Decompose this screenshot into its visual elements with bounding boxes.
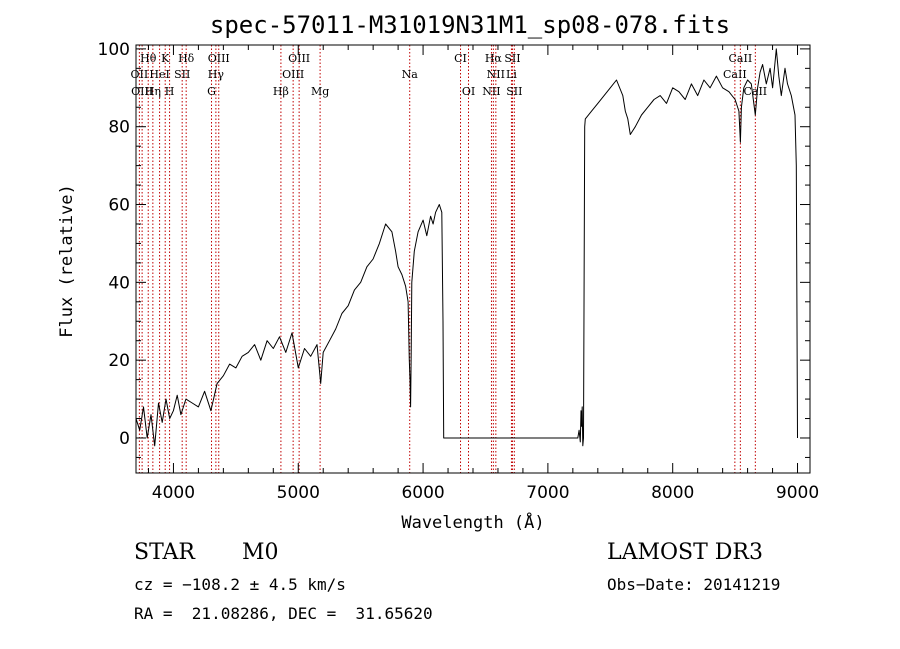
spectral-line-label: SII [504,52,520,65]
spectral-line-label: Hβ [273,85,289,98]
y-tick-label: 80 [108,118,130,138]
chart-title: spec-57011-M31019N31M1_sp08-078.fits [210,11,730,39]
y-axis-ticks: 0 20 40 60 80 100 [98,40,810,458]
spectral-line-label: CaII [729,52,753,65]
x-tick-label: 6000 [401,483,444,503]
spectral-line-label: Na [402,68,419,81]
spectrum-series [135,48,798,447]
y-tick-label: 60 [108,196,130,216]
spectral-line-label: Hγ [208,68,225,81]
spectral-line-label: OII [131,68,149,81]
spectral-line-label: OIII [282,68,304,81]
x-tick-label: 8000 [651,483,694,503]
spectral-line-label: NII [482,85,500,98]
spectral-line-label: Li [506,68,517,81]
spectral-line-label: OIII [208,52,230,65]
spectral-line-label: H [165,85,175,98]
x-tick-label: 7000 [526,483,569,503]
spectral-line-label: Hη [145,85,161,98]
x-tick-label: 5000 [277,483,320,503]
spectral-line-label: HeI [149,68,169,81]
survey-name: LAMOST DR3 [607,540,763,565]
plot-frame [135,44,811,474]
spectrum-line [135,48,798,447]
x-axis-ticks: 4000 5000 6000 7000 8000 9000 [147,45,819,503]
observation-date: Obs−Date: 20141219 [607,575,781,594]
y-axis-label: Flux (relative) [57,184,77,338]
y-tick-label: 100 [98,40,130,60]
y-tick-label: 40 [108,273,130,293]
spectral-line-label: CI [454,52,467,65]
spectral-line-label: G [207,85,216,98]
spectral-line-label: SII [174,68,190,81]
spectral-line-label: OIII [288,52,310,65]
spectral-line-label: CaII [743,85,767,98]
x-tick-label: 9000 [776,483,819,503]
spectral-line-label: Hθ [140,52,157,65]
spectral-line-label: OI [462,85,475,98]
y-tick-label: 0 [119,429,130,449]
object-subclass: M0 [242,540,279,565]
object-type: STAR [134,540,195,565]
spectral-line-label: K [161,52,170,65]
x-axis-label: Wavelength (Å) [401,511,544,533]
sky-coordinates: RA = 21.08286, DEC = 31.65620 [134,604,433,623]
spectral-line-label: Hα [485,52,503,65]
spectral-line-label: NII [487,68,505,81]
y-tick-label: 20 [108,351,130,371]
spectral-line-label: Mg [311,85,329,98]
spectral-line-label: Hδ [178,52,195,65]
redshift-velocity: cz = −108.2 ± 4.5 km/s [134,575,346,594]
spectral-line-markers [138,45,756,473]
spectral-line-label: SII [506,85,522,98]
spectral-line-label: CaII [723,68,747,81]
x-tick-label: 4000 [152,483,195,503]
